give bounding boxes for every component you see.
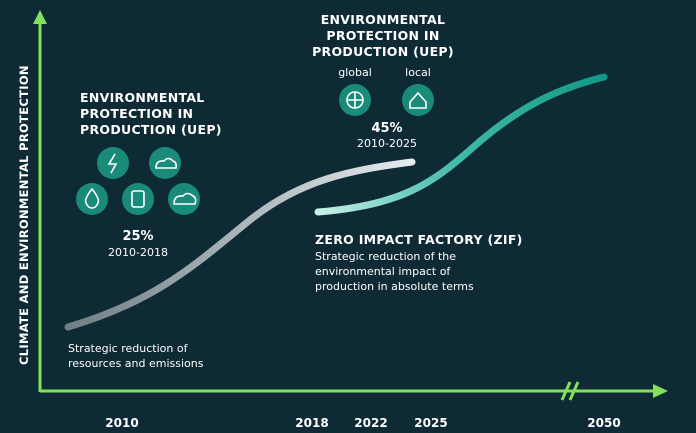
zif-curve bbox=[314, 73, 608, 216]
period: 2010-2025 bbox=[357, 137, 417, 150]
x-label: 2010 bbox=[105, 416, 138, 430]
period: 2010-2018 bbox=[108, 246, 168, 259]
block-title: PRODUCTION (UEP) bbox=[312, 44, 454, 59]
uep-curve bbox=[64, 158, 416, 331]
block-title: PROTECTION IN bbox=[80, 106, 193, 121]
note: resources and emissions bbox=[68, 357, 204, 370]
block-title: ENVIRONMENTAL bbox=[321, 12, 446, 27]
x-label: 2050 bbox=[587, 416, 620, 430]
x-label: 2018 bbox=[295, 416, 328, 430]
percent: 25% bbox=[122, 229, 153, 244]
x-label: 2022 bbox=[354, 416, 387, 430]
scope: global bbox=[338, 66, 372, 79]
scope: local bbox=[405, 66, 431, 79]
block-title: PROTECTION IN bbox=[326, 28, 439, 43]
zif-title: ZERO IMPACT FACTORY (ZIF) bbox=[315, 232, 523, 247]
note: Strategic reduction of the bbox=[315, 250, 456, 263]
percent: 45% bbox=[371, 121, 402, 136]
icons bbox=[76, 147, 200, 215]
axes bbox=[33, 10, 668, 401]
note: production in absolute terms bbox=[315, 280, 474, 293]
y-axis-label: CLIMATE AND ENVIRONMENTAL PROTECTION bbox=[17, 65, 31, 365]
block-title: ENVIRONMENTAL bbox=[80, 90, 205, 105]
x-label: 2025 bbox=[414, 416, 447, 430]
block-title: PRODUCTION (UEP) bbox=[80, 122, 222, 137]
note: Strategic reduction of bbox=[68, 342, 189, 355]
icons bbox=[339, 84, 434, 116]
note: environmental impact of bbox=[315, 265, 451, 278]
